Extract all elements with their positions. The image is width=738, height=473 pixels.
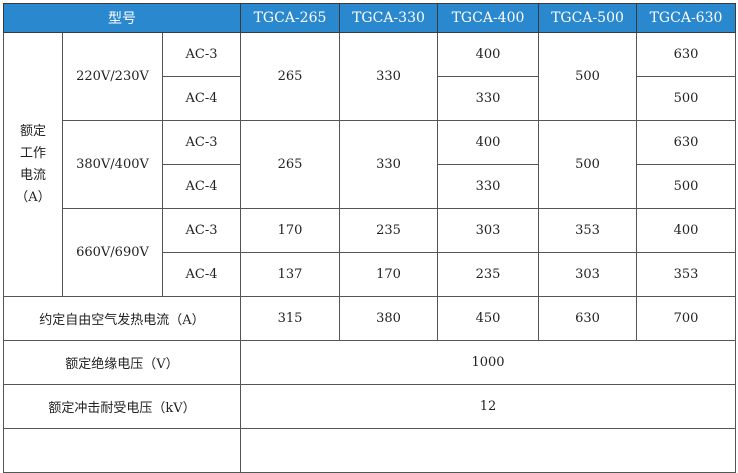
value-cell: 400 bbox=[636, 208, 736, 253]
voltage-cell: 220V/230V bbox=[62, 32, 163, 121]
value-cell: 500 bbox=[636, 164, 736, 209]
thermal-current-row: 约定自由空气发热电流（A） 315 380 450 630 700 bbox=[3, 296, 736, 341]
value-cell: 330 bbox=[437, 164, 539, 209]
insulation-voltage-row: 额定绝缘电压（V） 1000 bbox=[3, 340, 736, 385]
value-cell: 170 bbox=[339, 252, 438, 297]
value-cell: 450 bbox=[437, 296, 539, 341]
value-cell: 137 bbox=[240, 252, 340, 297]
value-cell: 630 bbox=[636, 120, 736, 165]
empty-cell bbox=[240, 428, 736, 473]
value-cell: 235 bbox=[339, 208, 438, 253]
value-cell: 330 bbox=[437, 76, 539, 121]
value-cell: 700 bbox=[636, 296, 736, 341]
value-cell: 265 bbox=[240, 32, 340, 121]
value-cell: 353 bbox=[538, 208, 637, 253]
value-cell: 330 bbox=[339, 32, 438, 121]
category-cell: AC-3 bbox=[162, 208, 241, 253]
voltage-cell: 660V/690V bbox=[62, 208, 163, 297]
impulse-voltage-row: 额定冲击耐受电压（kV） 12 bbox=[3, 384, 736, 429]
model-header-400: TGCA-400 bbox=[437, 3, 539, 33]
value-cell: 380 bbox=[339, 296, 438, 341]
category-cell: AC-3 bbox=[162, 32, 241, 77]
value-cell: 330 bbox=[339, 120, 438, 209]
value-cell: 500 bbox=[538, 32, 637, 121]
category-cell: AC-4 bbox=[162, 164, 241, 209]
value-cell: 400 bbox=[437, 120, 539, 165]
insulation-voltage-label: 额定绝缘电压（V） bbox=[3, 340, 241, 385]
thermal-current-label: 约定自由空气发热电流（A） bbox=[3, 296, 241, 341]
label-line: 电流 bbox=[19, 167, 46, 183]
value-cell: 235 bbox=[437, 252, 539, 297]
table-row: AC-4 137 170 235 303 353 bbox=[4, 252, 736, 297]
insulation-voltage-value: 1000 bbox=[240, 340, 736, 385]
category-cell: AC-4 bbox=[162, 252, 241, 297]
impulse-voltage-label: 额定冲击耐受电压（kV） bbox=[3, 384, 241, 429]
value-cell: 630 bbox=[636, 32, 736, 77]
value-cell: 500 bbox=[636, 76, 736, 121]
value-cell: 500 bbox=[538, 120, 637, 209]
table-row: 380V/400V AC-3 265 330 400 500 630 bbox=[4, 120, 736, 209]
model-header-265: TGCA-265 bbox=[240, 3, 340, 33]
header-row: 型号 TGCA-265 TGCA-330 TGCA-400 TGCA-500 T… bbox=[3, 3, 736, 33]
value-cell: 353 bbox=[636, 252, 736, 297]
label-line: 工作 bbox=[19, 145, 46, 161]
value-cell: 630 bbox=[538, 296, 637, 341]
model-header-330: TGCA-330 bbox=[339, 3, 438, 33]
spec-table: 型号 TGCA-265 TGCA-330 TGCA-400 TGCA-500 T… bbox=[3, 3, 736, 473]
value-cell: 265 bbox=[240, 120, 340, 209]
value-cell: 170 bbox=[240, 208, 340, 253]
category-cell: AC-3 bbox=[162, 120, 241, 165]
empty-cell bbox=[3, 428, 241, 473]
model-header-630: TGCA-630 bbox=[636, 3, 736, 33]
model-header: 型号 bbox=[3, 3, 241, 33]
category-cell: AC-4 bbox=[162, 76, 241, 121]
impulse-voltage-value: 12 bbox=[240, 384, 736, 429]
rated-current-label: 额定 工作 电流 （A） bbox=[3, 32, 63, 297]
table-row: 660V/690V AC-3 170 235 303 353 400 bbox=[4, 208, 736, 297]
voltage-cell: 380V/400V bbox=[62, 120, 163, 209]
label-line: 额定 bbox=[19, 123, 46, 139]
value-cell: 400 bbox=[437, 32, 539, 77]
value-cell: 315 bbox=[240, 296, 340, 341]
value-cell: 303 bbox=[437, 208, 539, 253]
table-row: AC-4 330 500 bbox=[4, 164, 736, 209]
table-row: 额定 工作 电流 （A） 220V/230V AC-3 265 330 400 … bbox=[3, 32, 736, 297]
table-row-partial bbox=[3, 428, 736, 473]
model-header-500: TGCA-500 bbox=[538, 3, 637, 33]
value-cell: 303 bbox=[538, 252, 637, 297]
table-row: AC-4 330 500 bbox=[4, 76, 736, 121]
label-line: （A） bbox=[15, 189, 51, 205]
